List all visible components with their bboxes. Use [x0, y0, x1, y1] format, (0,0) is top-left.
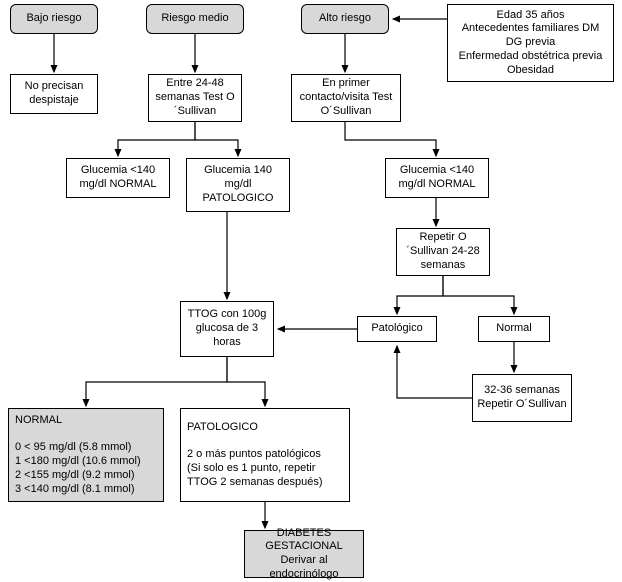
node-diabetes-gest: DIABETES GESTACIONAL Derivar al endocrin…	[244, 530, 364, 578]
node-normal-branch: Normal	[478, 316, 550, 342]
node-primer-contacto: En primer contacto/visita Test O´Sulliva…	[291, 74, 401, 122]
node-ttog-100: TTOG con 100g glucosa de 3 horas	[180, 301, 274, 357]
node-gluc-lt140-b: Glucemia <140 mg/dl NORMAL	[385, 158, 489, 198]
node-gluc-140-pat: Glucemia 140 mg/dl PATOLOGICO	[186, 158, 290, 212]
node-alto-riesgo: Alto riesgo	[301, 4, 389, 34]
node-patologico-result: PATOLOGICO 2 o más puntos patológicos (S…	[180, 408, 350, 502]
node-test-24-48: Entre 24-48 semanas Test O´Sullivan	[148, 74, 242, 122]
node-no-despistaje: No precisan despistaje	[10, 74, 98, 114]
node-gluc-lt140-a: Glucemia <140 mg/dl NORMAL	[66, 158, 170, 198]
node-rep-32-36: 32-36 semanas Repetir O´Sullivan	[472, 374, 572, 422]
node-repetir-24-28: Repetir O´Sullivan 24-28 semanas	[396, 228, 490, 276]
node-bajo-riesgo: Bajo riesgo	[10, 4, 98, 34]
node-patologico: Patológico	[357, 316, 437, 342]
node-riesgo-medio: Riesgo medio	[146, 4, 244, 34]
node-normal-result: NORMAL 0 < 95 mg/dl (5.8 mmol) 1 <180 mg…	[8, 408, 164, 502]
node-criterios: Edad 35 años Antecedentes familiares DM …	[447, 4, 614, 82]
